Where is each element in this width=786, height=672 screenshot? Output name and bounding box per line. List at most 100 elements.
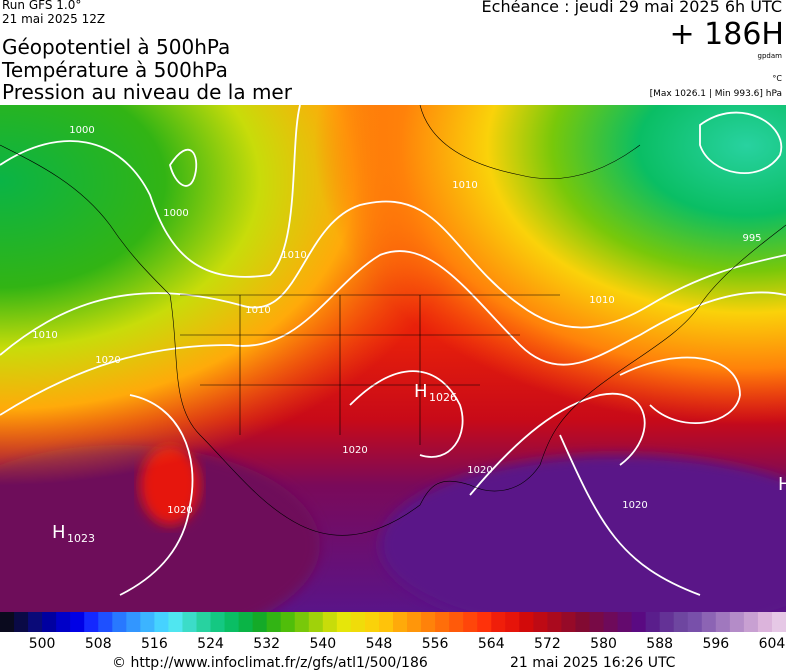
color-swatch [182, 612, 197, 632]
lead-time: + 186H [669, 17, 785, 52]
color-swatch [631, 612, 647, 632]
run: Run GFS 1.0° [2, 0, 82, 12]
color-swatch [350, 612, 366, 632]
color-swatch [336, 612, 352, 632]
title-3: Pression au niveau de la mer [2, 80, 292, 104]
colorbar-label: 588 [646, 636, 673, 652]
isobar-label: 1000 [163, 208, 188, 219]
isobar-label: 1020 [167, 505, 192, 516]
color-swatch [435, 612, 450, 632]
color-swatch [687, 612, 703, 632]
colorbar-label: 524 [197, 636, 224, 652]
high-value: 1026 [429, 391, 457, 404]
color-swatch [757, 612, 773, 632]
color-swatch [673, 612, 689, 632]
colorbar-label: 564 [478, 636, 505, 652]
color-swatch [617, 612, 633, 632]
color-swatch [449, 612, 464, 632]
unit-geo: gpdam [757, 52, 782, 60]
color-swatch [0, 612, 15, 632]
color-swatch [491, 612, 506, 632]
isobar-label: 1020 [622, 500, 647, 511]
color-swatch [589, 612, 605, 632]
cold-band-east [0, 105, 786, 612]
color-swatch [126, 612, 141, 632]
colorbar-label: 540 [309, 636, 336, 652]
color-swatch [28, 612, 43, 632]
unit-temp: °C [772, 74, 782, 83]
color-swatch [224, 612, 240, 632]
color-swatch [322, 612, 338, 632]
color-swatch [645, 612, 661, 632]
color-swatch [70, 612, 85, 632]
color-swatch [98, 612, 113, 632]
high-letter: H [778, 474, 786, 495]
high-letter: H [52, 522, 66, 543]
color-swatch [407, 612, 422, 632]
colorbar-label: 516 [141, 636, 168, 652]
colorbar-label: 548 [366, 636, 393, 652]
color-swatch [112, 612, 127, 632]
color-swatch [505, 612, 520, 632]
color-swatch [308, 612, 324, 632]
color-swatch [210, 612, 226, 632]
isobar-label: 1010 [32, 330, 57, 341]
color-swatch [729, 612, 745, 632]
color-swatch [477, 612, 492, 632]
isobar-label: 1010 [452, 180, 477, 191]
colorbar-label: 500 [29, 636, 56, 652]
color-swatch [701, 612, 717, 632]
pressure-range: [Max 1026.1 | Min 993.6] hPa [649, 89, 782, 99]
colorbar-label: 556 [422, 636, 449, 652]
color-swatch [421, 612, 436, 632]
color-swatch [715, 612, 731, 632]
colorbar-label: 572 [534, 636, 561, 652]
colorbar-label: 596 [702, 636, 729, 652]
title-1: Géopotentiel à 500hPa [2, 35, 231, 59]
isobar-label: 1010 [245, 305, 270, 316]
source-url: © http://www.infoclimat.fr/z/gfs/atl1/50… [112, 655, 428, 671]
coastlines [0, 105, 786, 536]
isobar-label: 1010 [589, 295, 614, 306]
colorbar-label: 604 [759, 636, 786, 652]
color-swatch [42, 612, 57, 632]
run-date: 21 mai 2025 12Z [2, 12, 106, 26]
high-value: 1023 [67, 532, 95, 545]
color-swatch [168, 612, 183, 632]
color-swatch [533, 612, 548, 632]
color-swatch [280, 612, 296, 632]
color-swatch [659, 612, 675, 632]
color-swatch [196, 612, 212, 632]
isobar-label: 1020 [342, 445, 367, 456]
color-swatch [154, 612, 169, 632]
color-swatch [294, 612, 310, 632]
color-swatch [575, 612, 590, 632]
timestamp: 21 mai 2025 16:26 UTC [510, 655, 676, 671]
map: 1000 1000 1010 1010 1010 995 1010 1020 1020 1020 1… [0, 105, 786, 612]
isobar-label: 1020 [95, 355, 120, 366]
title-2: Température à 500hPa [2, 58, 228, 82]
color-swatch [56, 612, 71, 632]
color-swatch [561, 612, 576, 632]
color-swatch [519, 612, 534, 632]
isobar-label: 1020 [467, 465, 492, 476]
color-swatch [252, 612, 268, 632]
color-swatch [393, 612, 408, 632]
color-swatch [266, 612, 282, 632]
color-swatch [603, 612, 619, 632]
isobar-label: 995 [742, 233, 761, 244]
color-swatch [771, 612, 786, 632]
color-swatch [547, 612, 562, 632]
colorbar-label: 580 [590, 636, 617, 652]
color-swatch [140, 612, 155, 632]
color-swatch [84, 612, 99, 632]
isobars [0, 105, 786, 596]
isobar-label: 1010 [281, 250, 306, 261]
colorbar: 500 508 516 524 532 540 548 556 564 572 580 588 596 6… [0, 612, 786, 652]
color-swatch [14, 612, 29, 632]
color-swatch [378, 612, 394, 632]
color-swatch [364, 612, 380, 632]
high-letter: H [414, 381, 428, 402]
color-swatch [238, 612, 254, 632]
